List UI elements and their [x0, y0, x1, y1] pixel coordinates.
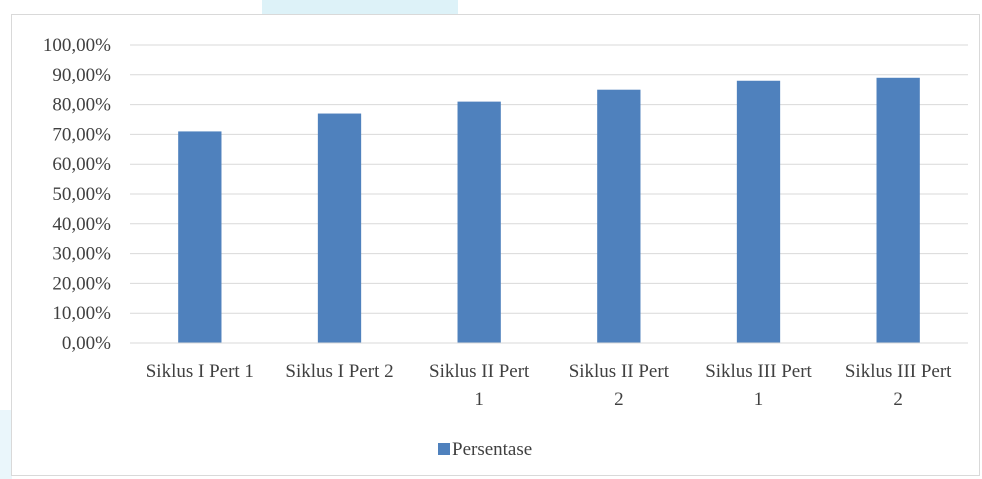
legend-swatch — [438, 443, 450, 455]
y-tick-label: 90,00% — [52, 65, 111, 86]
bar — [876, 77, 920, 343]
bar — [178, 131, 222, 343]
gridlines — [130, 44, 968, 314]
x-tick-label: Siklus I Pert 2 — [285, 361, 393, 382]
y-tick-label: 20,00% — [52, 273, 111, 294]
x-tick-label: 2 — [893, 389, 903, 410]
y-tick-label: 80,00% — [52, 95, 111, 116]
y-tick-label: 70,00% — [52, 124, 111, 145]
y-tick-label: 10,00% — [52, 303, 111, 324]
legend: Persentase — [438, 439, 532, 460]
x-tick-label: Siklus III Pert — [705, 361, 812, 382]
y-tick-label: 0,00% — [62, 333, 111, 354]
background-strip — [262, 0, 458, 14]
bars — [178, 77, 920, 344]
x-tick-label: 1 — [754, 389, 764, 410]
bar — [317, 113, 362, 343]
x-tick-label: 1 — [474, 389, 484, 410]
bar — [597, 89, 641, 343]
x-tick-label: Siklus II Pert — [429, 361, 530, 382]
bar — [457, 101, 501, 344]
y-tick-label: 100,00% — [43, 35, 111, 56]
legend-label: Persentase — [452, 439, 532, 460]
y-tick-label: 50,00% — [52, 184, 111, 205]
background-strip-left — [0, 410, 12, 479]
y-tick-label: 40,00% — [52, 214, 111, 235]
x-tick-label: 2 — [614, 389, 624, 410]
y-axis-tick-labels: 0,00% 10,00% 20,00% 30,00% 40,00% 50,00% 60,00… — [43, 35, 111, 354]
y-tick-label: 60,00% — [52, 154, 111, 175]
y-tick-label: 30,00% — [52, 244, 111, 265]
x-tick-label: Siklus I Pert 1 — [146, 361, 254, 382]
x-tick-label: Siklus II Pert — [569, 361, 670, 382]
bar — [736, 80, 781, 343]
x-tick-label: Siklus III Pert — [845, 361, 952, 382]
x-axis-tick-labels: Siklus I Pert 1 Siklus I Pert 2 Siklus II … — [146, 361, 952, 410]
